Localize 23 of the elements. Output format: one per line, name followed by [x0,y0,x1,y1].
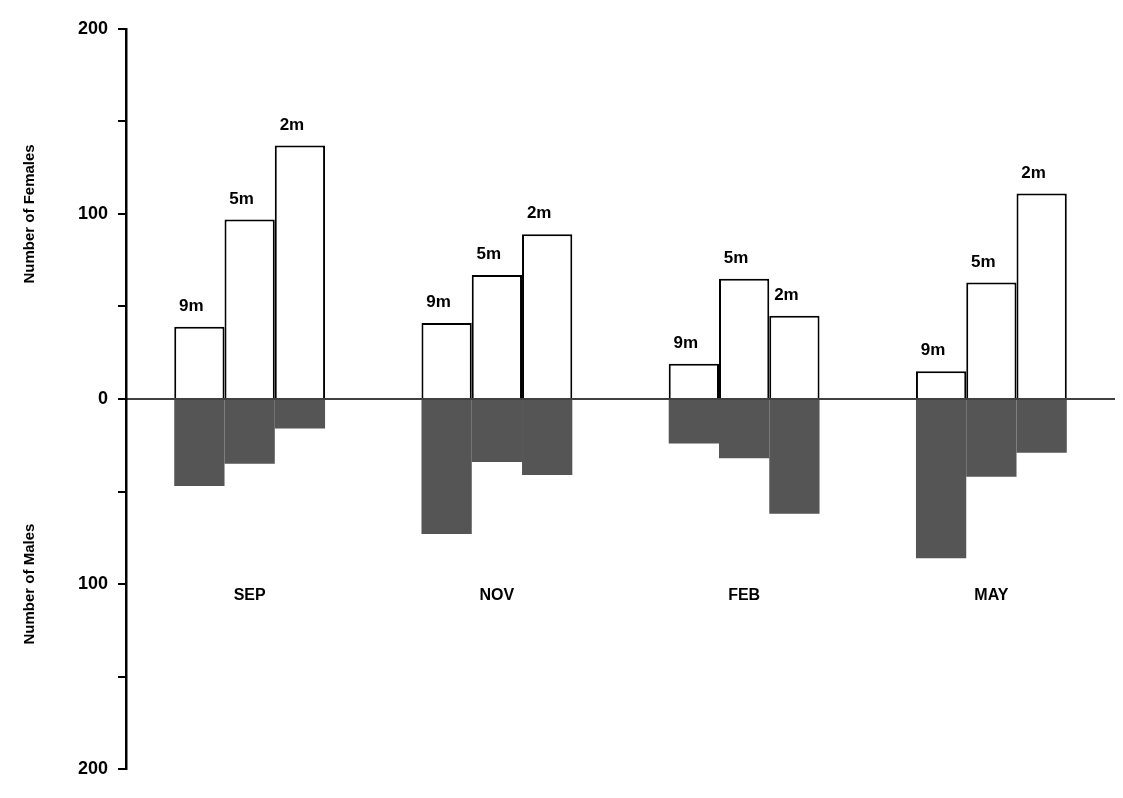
text: 5m [476,244,502,264]
text: 5m [723,247,749,267]
y-tick-label: 200 [77,758,109,779]
text: 5m [971,251,996,271]
text: 9m [673,333,699,353]
y-axis-title: Number of Females [20,144,38,284]
x-tick-label: MAY [974,586,1009,604]
x-tick-label: FEB [728,586,761,604]
y-tick-label: 100 [77,573,109,594]
y-tick-label: 200 [77,17,109,38]
text: 2m [1021,162,1046,182]
text: 2m [774,284,799,304]
series-label: 2m [279,114,305,134]
text: Number of Males [20,523,38,645]
series-label: 5m [229,188,254,208]
y-tick-label: 100 [77,202,109,223]
y-tick-label: 0 [98,387,109,408]
text: 9m [426,292,451,312]
text: 9m [920,340,946,360]
text: 2m [526,203,552,223]
series-label: 9m [179,296,204,315]
x-tick-label: NOV [479,586,515,604]
x-tick-label: SEP [233,586,266,604]
